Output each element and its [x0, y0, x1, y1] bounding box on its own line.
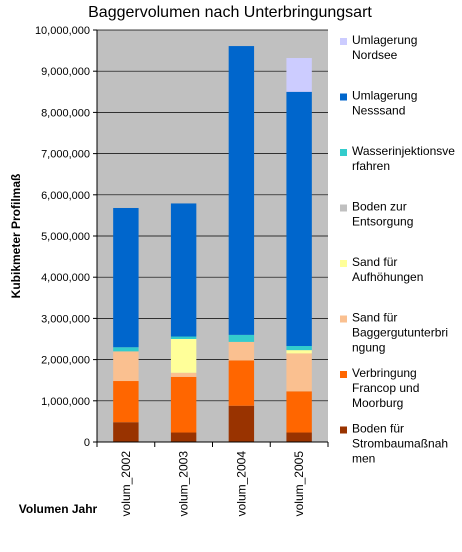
y-tick-label: 0	[84, 437, 90, 449]
x-tick-label: volum_2005	[292, 451, 306, 517]
y-tick-label: 10,000,000	[35, 25, 90, 37]
bar-segment	[170, 203, 197, 337]
bar-segment	[286, 350, 312, 354]
bar-segment	[286, 91, 312, 347]
bar-segment	[228, 341, 255, 361]
bar-segment	[228, 360, 255, 406]
legend-swatch	[340, 260, 347, 267]
bar-segment	[286, 346, 312, 351]
bar-segment	[228, 405, 255, 442]
bar-segment	[286, 432, 312, 442]
bar-segment	[170, 339, 197, 373]
y-tick-label: 6,000,000	[41, 190, 90, 202]
legend-swatch	[340, 315, 347, 323]
legend-entry: Verbringung Francop und Moorburg	[352, 366, 419, 410]
legend-entry: Umlagerung Nordsee	[352, 33, 417, 62]
legend-entry: Sand für Baggergutunterbri ngung	[352, 311, 448, 355]
y-tick-label: 1,000,000	[41, 396, 90, 408]
y-tick-label: 4,000,000	[41, 272, 90, 284]
legend-swatch	[340, 149, 347, 156]
chart-title: Baggervolumen nach Unterbringungsart	[88, 4, 372, 21]
bars	[113, 46, 312, 442]
bar-segment	[170, 336, 197, 339]
legend-entry: Wasserinjektionsve rfahren	[352, 144, 455, 173]
legend-swatch	[340, 204, 347, 212]
legend-swatch	[340, 38, 347, 45]
legend: Umlagerung Nordsee Umlagerung Nesssand Wasse…	[340, 33, 455, 466]
bar-segment	[228, 46, 255, 335]
bar-segment	[113, 422, 139, 442]
y-axis-label: Kubikmeter Profilmaß	[9, 174, 23, 299]
bar-segment	[286, 391, 312, 433]
bar-segment	[113, 351, 139, 382]
bar-segment	[113, 347, 139, 352]
bar-segment	[170, 432, 197, 442]
legend-entry: Boden für Strombaumaßnah men	[352, 422, 448, 466]
bar-segment	[228, 334, 255, 342]
legend-entry: Umlagerung Nesssand	[352, 89, 417, 118]
y-tick-label: 8,000,000	[41, 107, 90, 119]
legend-entry: Sand für Aufhöhungen	[352, 255, 423, 284]
y-tick-label: 9,000,000	[41, 66, 90, 78]
bar-segment	[113, 207, 139, 348]
bar-segment	[286, 353, 312, 392]
y-tick-label: 5,000,000	[41, 231, 90, 243]
bar-segment	[170, 372, 197, 377]
x-tick-labels: volum_2002 volum_2003 volum_2004 volum_2005	[119, 451, 306, 517]
axes	[96, 30, 328, 443]
bar-segment	[113, 381, 139, 423]
y-tick-label: 7,000,000	[41, 149, 90, 161]
y-tick-label: 2,000,000	[41, 355, 90, 367]
x-axis-label: Volumen Jahr	[19, 502, 98, 516]
legend-entry: Boden zur Entsorgung	[352, 200, 413, 229]
legend-swatch	[340, 426, 347, 434]
legend-swatch	[340, 93, 347, 101]
legend-swatch	[340, 371, 347, 378]
x-tick-label: volum_2003	[177, 451, 191, 517]
x-tick-label: volum_2002	[119, 451, 133, 517]
bar-segment	[286, 58, 312, 92]
y-tick-labels: 0 1,000,000 2,000,000 3,000,000 4,000,000 5,0…	[35, 25, 90, 449]
bar-segment	[170, 376, 197, 433]
y-tick-label: 3,000,000	[41, 313, 90, 325]
x-tick-label: volum_2004	[234, 451, 248, 517]
